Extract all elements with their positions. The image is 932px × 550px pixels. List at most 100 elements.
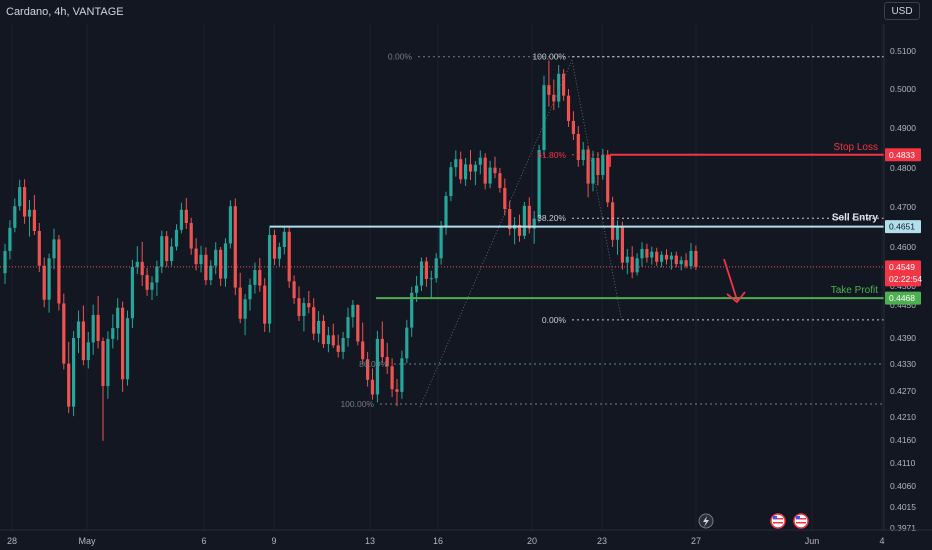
y-tick-7: 0.4450 bbox=[890, 300, 916, 310]
candle-72 bbox=[356, 304, 360, 346]
us-flag-event-icon-0 bbox=[770, 513, 786, 529]
down-arrow-head bbox=[726, 291, 746, 304]
candle-54 bbox=[268, 225, 272, 333]
y-tick-16: 0.3971 bbox=[890, 523, 916, 533]
candle-88 bbox=[434, 253, 438, 283]
candle-50 bbox=[248, 278, 252, 311]
us-flag-event-icon-1 bbox=[793, 513, 809, 529]
candle-128 bbox=[630, 246, 634, 279]
time-axis: 28 May 6 9 13 16 20 23 27 Jun 4 bbox=[0, 529, 932, 546]
candle-75 bbox=[370, 368, 375, 400]
candle-71 bbox=[351, 300, 355, 328]
candle-23 bbox=[116, 298, 120, 341]
candle-59 bbox=[292, 275, 296, 304]
x-tick-10: 4 bbox=[879, 536, 884, 546]
candle-8 bbox=[42, 257, 46, 308]
candle-63 bbox=[312, 298, 316, 341]
candle-89 bbox=[439, 221, 443, 265]
candle-112 bbox=[552, 79, 556, 111]
fib-right-label-1: 61.80% bbox=[537, 150, 566, 160]
candle-64 bbox=[317, 311, 321, 343]
candle-29 bbox=[145, 268, 149, 296]
y-tick-13: 0.4110 bbox=[890, 458, 916, 468]
currency-button[interactable]: USD bbox=[884, 2, 920, 20]
candle-3 bbox=[18, 179, 22, 211]
candle-94 bbox=[464, 158, 468, 186]
candle-31 bbox=[155, 260, 159, 296]
candle-12 bbox=[62, 293, 66, 370]
y-tick-14: 0.4060 bbox=[890, 481, 916, 491]
candle-32 bbox=[160, 230, 164, 274]
fib-right-trend bbox=[571, 59, 623, 323]
y-tick-5: 0.4600 bbox=[890, 242, 916, 252]
candle-101 bbox=[498, 168, 502, 193]
candle-16 bbox=[81, 305, 85, 366]
candle-41 bbox=[204, 247, 208, 286]
y-tick-12: 0.4160 bbox=[890, 435, 916, 445]
candle-107 bbox=[527, 197, 531, 234]
y-tick-10: 0.4270 bbox=[890, 386, 916, 396]
x-tick-3: 9 bbox=[271, 536, 276, 546]
candle-44 bbox=[219, 247, 223, 286]
candle-79 bbox=[390, 358, 394, 398]
x-tick-8: 27 bbox=[691, 536, 701, 546]
candle-14 bbox=[72, 330, 76, 417]
candle-127 bbox=[625, 248, 629, 275]
candle-115 bbox=[566, 89, 571, 127]
x-tick-4: 13 bbox=[365, 536, 375, 546]
candle-87 bbox=[429, 270, 433, 299]
candle-93 bbox=[459, 151, 463, 184]
candle-61 bbox=[302, 297, 306, 332]
candle-19 bbox=[96, 295, 100, 349]
candle-36 bbox=[179, 202, 183, 234]
candle-135 bbox=[664, 249, 669, 265]
candle-141 bbox=[694, 245, 698, 271]
candle-117 bbox=[576, 126, 580, 167]
current-price-bg bbox=[885, 260, 921, 287]
x-tick-1: May bbox=[78, 536, 96, 546]
y-tick-3: 0.4800 bbox=[890, 163, 916, 173]
y-tick-15: 0.4015 bbox=[890, 502, 916, 512]
candle-82 bbox=[405, 319, 409, 364]
candle-30 bbox=[150, 276, 154, 301]
fib-left-label-2: 100.00% bbox=[340, 399, 374, 409]
candle-21 bbox=[106, 331, 110, 399]
take-profit-price: 0.4468 bbox=[889, 293, 915, 303]
candle-0 bbox=[3, 243, 7, 285]
y-tick-2: 0.4900 bbox=[890, 123, 916, 133]
candle-96 bbox=[473, 161, 477, 186]
candle-37 bbox=[184, 198, 188, 229]
candle-118 bbox=[581, 142, 585, 166]
x-tick-0: 28 bbox=[7, 536, 17, 546]
candle-55 bbox=[272, 229, 277, 265]
candle-98 bbox=[483, 153, 487, 190]
y-tick-9: 0.4330 bbox=[890, 359, 916, 369]
candle-6 bbox=[32, 194, 36, 235]
candle-137 bbox=[674, 251, 678, 268]
candle-11 bbox=[57, 235, 61, 311]
candle-39 bbox=[194, 238, 198, 271]
candle-140 bbox=[689, 243, 693, 270]
candle-131 bbox=[645, 243, 649, 263]
candle-110 bbox=[542, 75, 546, 156]
candle-9 bbox=[47, 253, 51, 313]
take-profit-annotation: Take Profit bbox=[831, 285, 878, 296]
grid bbox=[11, 24, 883, 530]
down-arrow bbox=[723, 258, 738, 301]
y-tick-8: 0.4390 bbox=[890, 333, 916, 343]
candle-49 bbox=[243, 293, 247, 336]
candle-13 bbox=[67, 341, 71, 414]
candle-133 bbox=[655, 247, 659, 266]
candle-106 bbox=[522, 201, 526, 239]
candle-18 bbox=[91, 304, 95, 355]
candle-132 bbox=[650, 246, 654, 265]
candle-119 bbox=[586, 146, 590, 198]
candle-73 bbox=[361, 322, 365, 364]
candle-1 bbox=[8, 220, 12, 260]
candle-33 bbox=[165, 231, 169, 267]
candle-69 bbox=[341, 331, 345, 360]
sell-entry-annotation: Sell Entry bbox=[832, 213, 879, 224]
candle-80 bbox=[395, 378, 399, 407]
candle-74 bbox=[366, 351, 370, 387]
